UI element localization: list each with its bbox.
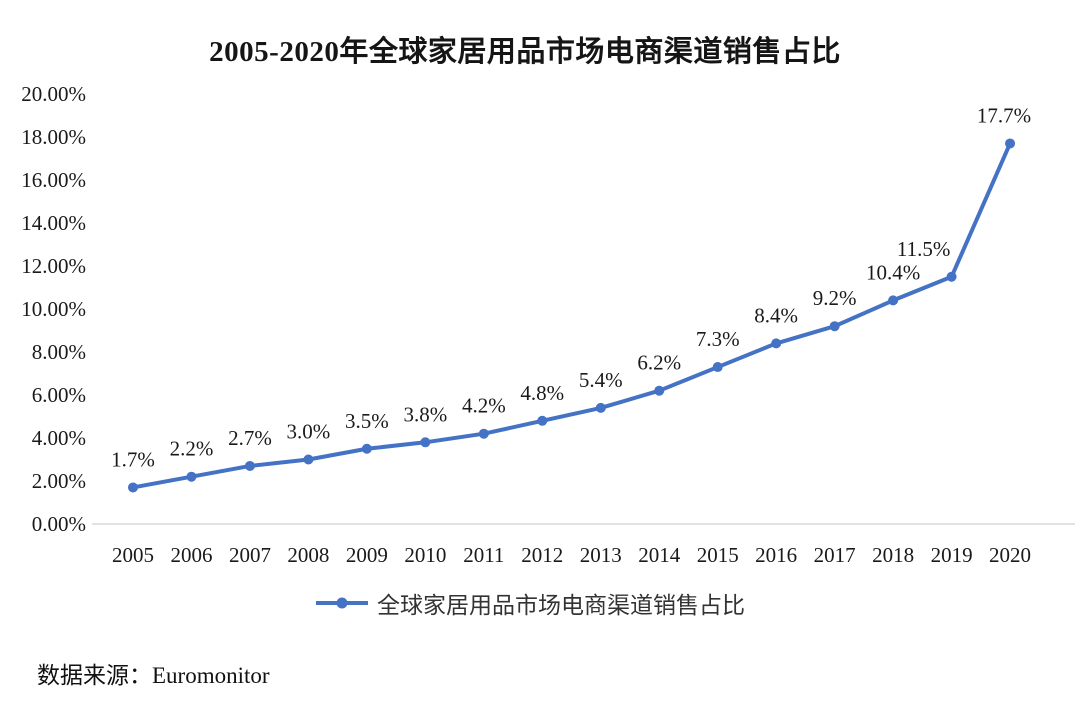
data-point — [361, 443, 372, 454]
data-point — [478, 428, 489, 439]
x-tick-label: 2006 — [170, 543, 212, 567]
data-label: 8.4% — [754, 303, 798, 327]
data-point — [771, 338, 782, 349]
data-label: 11.5% — [897, 237, 950, 261]
data-point — [303, 454, 314, 465]
data-label: 6.2% — [637, 351, 681, 375]
x-tick-label: 2014 — [638, 543, 681, 567]
y-tick-label: 0.00% — [32, 512, 86, 536]
x-tick-label: 2010 — [404, 543, 446, 567]
x-tick-label: 2009 — [346, 543, 388, 567]
x-tick-label: 2016 — [755, 543, 797, 567]
data-label: 3.0% — [287, 420, 331, 444]
x-tick-label: 2019 — [931, 543, 973, 567]
data-label: 9.2% — [813, 286, 857, 310]
data-point — [186, 471, 197, 482]
x-tick-label: 2011 — [463, 543, 504, 567]
x-tick-label: 2020 — [989, 543, 1031, 567]
line-plot: 0.00% 2.00% 4.00% 6.00% 8.00% 10.00% 12.00% 14.… — [21, 82, 1075, 567]
data-point — [946, 271, 957, 282]
data-label: 2.2% — [170, 437, 214, 461]
data-point — [654, 385, 665, 396]
data-label: 7.3% — [696, 327, 740, 351]
y-tick-label: 8.00% — [32, 340, 86, 364]
y-tick-label: 6.00% — [32, 383, 86, 407]
data-label: 2.7% — [228, 426, 272, 450]
x-tick-label: 2007 — [229, 543, 271, 567]
data-label: 4.8% — [520, 381, 564, 405]
data-point — [888, 295, 899, 306]
legend-label: 全球家居用品市场电商渠道销售占比 — [377, 593, 745, 618]
source-note: 数据来源：Euromonitor — [37, 663, 270, 688]
data-point — [595, 402, 606, 413]
legend: 全球家居用品市场电商渠道销售占比 — [0, 586, 1060, 620]
data-label: 3.8% — [403, 402, 447, 426]
y-tick-label: 14.00% — [21, 211, 86, 235]
data-point — [829, 321, 840, 332]
y-tick-label: 2.00% — [32, 469, 86, 493]
x-tick-label: 2013 — [580, 543, 622, 567]
x-tick-label: 2008 — [287, 543, 329, 567]
data-label: 4.2% — [462, 394, 506, 418]
data-point — [420, 437, 431, 448]
data-label: 3.5% — [345, 409, 389, 433]
data-point — [1005, 138, 1016, 149]
y-tick-label: 20.00% — [21, 82, 86, 106]
y-tick-label: 16.00% — [21, 168, 86, 192]
data-point — [537, 415, 548, 426]
data-point — [244, 460, 255, 471]
legend-line-marker-icon — [315, 596, 369, 610]
data-point — [128, 482, 138, 493]
x-tick-label: 2018 — [872, 543, 914, 567]
data-label: 1.7% — [111, 447, 155, 471]
data-label: 10.4% — [866, 260, 920, 284]
y-tick-label: 4.00% — [32, 426, 86, 450]
x-tick-label: 2012 — [521, 543, 563, 567]
y-tick-label: 10.00% — [21, 297, 86, 321]
data-point — [712, 362, 723, 373]
y-tick-label: 18.00% — [21, 125, 86, 149]
chart-title: 2005-2020年全球家居用品市场电商渠道销售占比 — [209, 36, 841, 68]
x-tick-label: 2005 — [112, 543, 154, 567]
y-tick-label: 12.00% — [21, 254, 86, 278]
x-tick-label: 2017 — [814, 543, 856, 567]
data-label: 17.7% — [977, 103, 1031, 127]
x-tick-label: 2015 — [697, 543, 739, 567]
data-label: 5.4% — [579, 368, 623, 392]
series-line — [131, 141, 1013, 490]
